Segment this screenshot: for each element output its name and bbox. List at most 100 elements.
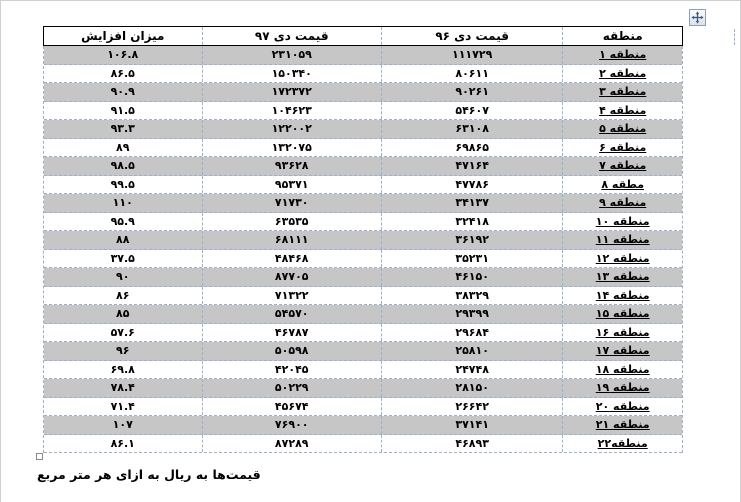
increase-cell: ۶۹.۸ — [110, 362, 135, 376]
price96-cell: ۹۰۲۶۱ — [380, 83, 562, 101]
region-label: منطقه ۱۲ — [595, 251, 650, 265]
price97-cell: ۶۸۱۱۱ — [201, 231, 381, 249]
table-row: منطقه ۱۷ ۲۵۸۱۰ ۵۰۵۹۸ ۹۶ — [44, 342, 682, 361]
increase-cell: ۹۰.۹ — [110, 85, 135, 98]
table-row: منطقه ۱۹ ۲۸۱۵۰ ۵۰۲۲۹ ۷۸.۴ — [44, 379, 682, 398]
table-header-row: منطقه قیمت دی ۹۶ قیمت دی ۹۷ میزان افزایش — [43, 26, 683, 46]
table-row: منطقه ۴ ۵۴۶۰۷ ۱۰۴۶۲۳ ۹۱.۵ — [44, 101, 682, 120]
table-row: منطقه ۵ ۶۳۱۰۸ ۱۲۲۰۰۲ ۹۳.۳ — [44, 120, 682, 139]
table-row: منطقه ۱۱ ۳۶۱۹۲ ۶۸۱۱۱ ۸۸ — [44, 231, 682, 250]
price-table: منطقه قیمت دی ۹۶ قیمت دی ۹۷ میزان افزایش… — [43, 26, 683, 453]
region-cell: منطقه ۱۰ — [562, 212, 682, 230]
increase-cell: ۱۱۰ — [112, 196, 133, 209]
table-row: منطقه۲۲ ۴۶۸۹۳ ۸۷۲۸۹ ۸۶.۱ — [44, 434, 682, 453]
region-label: منطقه ۲۰ — [595, 399, 650, 413]
region-label: منطقه ۱ — [599, 48, 647, 61]
table-row: منطقه ۱ ۱۱۱۷۲۹ ۲۳۱۰۵۹ ۱۰۶.۸ — [44, 46, 682, 65]
region-cell: منطقه ۱۲ — [562, 249, 682, 267]
table-row: منطقه ۷ ۴۷۱۶۴ ۹۳۶۲۸ ۹۸.۵ — [44, 157, 682, 176]
table-resize-marker[interactable] — [36, 453, 43, 460]
price96-cell: ۲۸۱۵۰ — [380, 379, 562, 397]
price97-cell: ۸۷۷۰۵ — [201, 268, 381, 286]
region-label: منطقه ۱۸ — [595, 362, 650, 376]
price96-cell: ۴۶۸۹۳ — [380, 434, 562, 452]
price97-cell: ۴۵۶۷۴ — [201, 397, 381, 415]
price96-cell: ۸۰۶۱۱ — [380, 64, 562, 82]
region-label: منطقه ۱۷ — [595, 344, 650, 357]
price97-cell: ۱۲۲۰۰۲ — [201, 120, 381, 138]
price96-cell: ۴۷۷۸۶ — [380, 175, 562, 193]
price96-cell: ۲۶۶۴۲ — [380, 397, 562, 415]
price97-cell: ۷۱۳۲۲ — [201, 286, 381, 304]
price97-cell: ۴۸۴۶۸ — [201, 249, 381, 267]
region-cell: منطقه ۱۵ — [562, 305, 682, 323]
region-label: منطقه ۵ — [599, 122, 647, 135]
region-label: منطقه ۹ — [599, 196, 647, 209]
increase-cell: ۸۶ — [116, 288, 130, 302]
price97-cell: ۱۵۰۳۴۰ — [201, 64, 381, 82]
region-cell: منطقه ۷ — [562, 157, 682, 175]
price96-cell: ۳۶۱۹۲ — [380, 231, 562, 249]
region-label: منطقه ۱۵ — [595, 307, 650, 320]
move-arrows-icon — [691, 11, 704, 24]
table-row: منطقه ۲ ۸۰۶۱۱ ۱۵۰۳۴۰ ۸۶.۵ — [44, 64, 682, 83]
region-cell: منطقه ۲ — [562, 64, 682, 82]
price97-cell: ۱۰۴۶۲۳ — [201, 101, 381, 119]
price97-cell: ۱۷۲۳۷۲ — [201, 83, 381, 101]
increase-cell: ۸۵ — [116, 307, 130, 320]
region-cell: منطقه ۱۱ — [562, 231, 682, 249]
price97-cell: ۹۳۶۲۸ — [201, 157, 381, 175]
table-row: منطقه ۱۵ ۲۹۳۹۹ ۵۴۵۷۰ ۸۵ — [44, 305, 682, 324]
region-cell: منطقه۲۲ — [562, 434, 682, 452]
table-row: منطقه ۹ ۳۴۱۳۷ ۷۱۷۳۰ ۱۱۰ — [44, 194, 682, 213]
price97-cell: ۵۰۵۹۸ — [201, 342, 381, 360]
price97-cell: ۵۴۵۷۰ — [201, 305, 381, 323]
header-region: منطقه — [562, 27, 682, 45]
region-cell: مطقه ۸ — [562, 175, 682, 193]
table-row: منطقه ۱۲ ۳۵۲۳۱ ۴۸۴۶۸ ۳۷.۵ — [44, 249, 682, 268]
increase-cell: ۸۹ — [116, 140, 130, 154]
price96-cell: ۳۸۳۲۹ — [380, 286, 562, 304]
increase-cell: ۳۷.۵ — [110, 251, 135, 265]
region-cell: منطقه ۱۷ — [562, 342, 682, 360]
table-row: منطقه ۶ ۶۹۸۶۵ ۱۳۲۰۷۵ ۸۹ — [44, 138, 682, 157]
increase-cell: ۱۰۶.۸ — [107, 48, 139, 61]
region-cell: منطقه ۱۴ — [562, 286, 682, 304]
table-row: منطقه ۱۳ ۴۶۱۵۰ ۸۷۷۰۵ ۹۰ — [44, 268, 682, 287]
table-row: منطقه ۱۶ ۲۹۶۸۴ ۴۶۷۸۷ ۵۷.۶ — [44, 323, 682, 342]
region-cell: منطقه ۲۱ — [562, 416, 682, 434]
header-price96: قیمت دی ۹۶ — [380, 27, 562, 45]
header-price97: قیمت دی ۹۷ — [201, 27, 381, 45]
increase-cell: ۹۸.۵ — [110, 159, 135, 172]
table-row: منطقه ۱۰ ۳۲۴۱۸ ۶۳۵۳۵ ۹۵.۹ — [44, 212, 682, 231]
table-row: منطقه ۳ ۹۰۲۶۱ ۱۷۲۳۷۲ ۹۰.۹ — [44, 83, 682, 102]
selection-dash — [734, 29, 735, 45]
price96-cell: ۵۴۶۰۷ — [380, 101, 562, 119]
region-label: منطقه ۴ — [599, 103, 647, 117]
region-cell: منطقه ۶ — [562, 138, 682, 156]
price96-cell: ۲۴۷۴۸ — [380, 360, 562, 378]
increase-cell: ۸۶.۱ — [110, 436, 135, 450]
increase-cell: ۱۰۷ — [112, 418, 133, 431]
region-label: منطقه ۲ — [599, 66, 647, 80]
region-cell: منطقه ۹ — [562, 194, 682, 212]
region-label: منطقه ۱۰ — [595, 214, 650, 228]
increase-cell: ۹۱.۵ — [110, 103, 135, 117]
table-row: منطقه ۱۸ ۲۴۷۴۸ ۴۲۰۴۵ ۶۹.۸ — [44, 360, 682, 379]
price96-cell: ۲۹۳۹۹ — [380, 305, 562, 323]
region-label: منطقه ۱۱ — [595, 233, 650, 246]
region-label: منطقه ۱۹ — [595, 381, 650, 394]
table-body: منطقه ۱ ۱۱۱۷۲۹ ۲۳۱۰۵۹ ۱۰۶.۸ منطقه ۲ ۸۰۶۱… — [43, 46, 683, 453]
increase-cell: ۹۵.۹ — [110, 214, 135, 228]
price97-cell: ۹۵۳۷۱ — [201, 175, 381, 193]
price97-cell: ۸۷۲۸۹ — [201, 434, 381, 452]
price96-cell: ۳۲۴۱۸ — [380, 212, 562, 230]
region-label: منطقه ۷ — [599, 159, 647, 172]
increase-cell: ۸۶.۵ — [110, 66, 135, 80]
table-move-handle-icon[interactable] — [689, 9, 706, 26]
region-cell: منطقه ۱۹ — [562, 379, 682, 397]
table-row: منطقه ۱۴ ۳۸۳۲۹ ۷۱۳۲۲ ۸۶ — [44, 286, 682, 305]
price96-cell: ۶۳۱۰۸ — [380, 120, 562, 138]
price96-cell: ۳۵۲۳۱ — [380, 249, 562, 267]
